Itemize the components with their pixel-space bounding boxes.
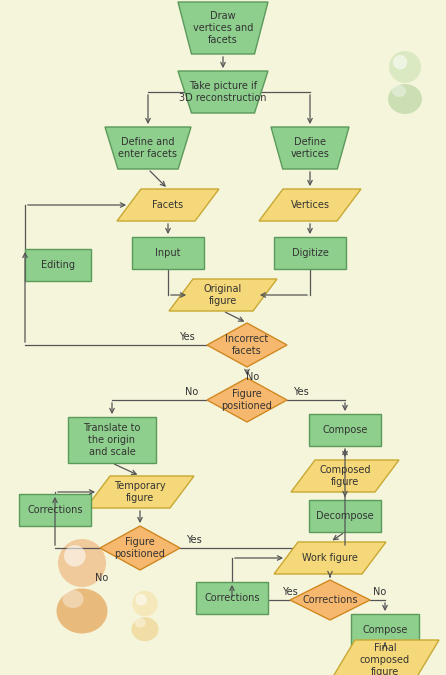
Text: Corrections: Corrections (302, 595, 358, 605)
Text: Editing: Editing (41, 260, 75, 270)
FancyBboxPatch shape (25, 249, 91, 281)
FancyBboxPatch shape (351, 614, 419, 646)
Circle shape (58, 539, 106, 587)
FancyBboxPatch shape (19, 494, 91, 526)
Text: Draw
vertices and
facets: Draw vertices and facets (193, 11, 253, 45)
Text: Figure
positioned: Figure positioned (222, 389, 273, 411)
Polygon shape (259, 189, 361, 221)
Polygon shape (86, 476, 194, 508)
Text: Temporary
figure: Temporary figure (114, 481, 166, 503)
Polygon shape (271, 127, 349, 169)
Ellipse shape (388, 84, 422, 114)
Text: Original
figure: Original figure (204, 284, 242, 306)
Text: Vertices: Vertices (290, 200, 330, 210)
Ellipse shape (392, 85, 406, 97)
FancyBboxPatch shape (196, 582, 268, 614)
Polygon shape (291, 460, 399, 492)
Polygon shape (178, 2, 268, 54)
Text: Compose: Compose (322, 425, 368, 435)
Text: Composed
figure: Composed figure (319, 465, 371, 487)
Text: Yes: Yes (179, 332, 195, 342)
Ellipse shape (57, 589, 107, 634)
Polygon shape (274, 542, 386, 574)
Text: Work figure: Work figure (302, 553, 358, 563)
Polygon shape (290, 580, 370, 620)
Text: No: No (246, 372, 260, 382)
Text: Incorrect
facets: Incorrect facets (225, 334, 268, 356)
Circle shape (389, 51, 421, 83)
Polygon shape (100, 526, 180, 570)
Polygon shape (105, 127, 191, 169)
FancyBboxPatch shape (274, 237, 346, 269)
Text: Input: Input (155, 248, 181, 258)
Text: Yes: Yes (282, 587, 298, 597)
Text: Corrections: Corrections (27, 505, 83, 515)
Circle shape (136, 594, 147, 605)
Text: Yes: Yes (186, 535, 202, 545)
Text: Figure
positioned: Figure positioned (115, 537, 165, 559)
Text: Corrections: Corrections (204, 593, 260, 603)
FancyBboxPatch shape (132, 237, 204, 269)
Circle shape (393, 55, 407, 70)
Ellipse shape (135, 618, 146, 628)
Polygon shape (207, 323, 287, 367)
Text: Digitize: Digitize (292, 248, 328, 258)
Text: Define and
enter facets: Define and enter facets (119, 137, 178, 159)
Text: Define
vertices: Define vertices (290, 137, 330, 159)
Text: No: No (186, 387, 198, 397)
Polygon shape (117, 189, 219, 221)
Text: Compose: Compose (362, 625, 408, 635)
Text: Yes: Yes (293, 387, 309, 397)
Circle shape (64, 545, 86, 566)
FancyBboxPatch shape (309, 500, 381, 532)
Text: No: No (373, 587, 387, 597)
Polygon shape (207, 378, 287, 422)
Text: Facets: Facets (153, 200, 184, 210)
Circle shape (132, 591, 158, 616)
Text: Final
composed
figure: Final composed figure (360, 643, 410, 675)
Text: Decompose: Decompose (316, 511, 374, 521)
Polygon shape (178, 71, 268, 113)
Polygon shape (331, 640, 439, 675)
FancyBboxPatch shape (309, 414, 381, 446)
Ellipse shape (62, 590, 83, 608)
Text: Take picture if
3D reconstruction: Take picture if 3D reconstruction (179, 81, 267, 103)
Text: No: No (95, 573, 109, 583)
FancyBboxPatch shape (68, 417, 156, 463)
Polygon shape (169, 279, 277, 311)
Ellipse shape (132, 617, 159, 641)
Text: Translate to
the origin
and scale: Translate to the origin and scale (83, 423, 140, 458)
